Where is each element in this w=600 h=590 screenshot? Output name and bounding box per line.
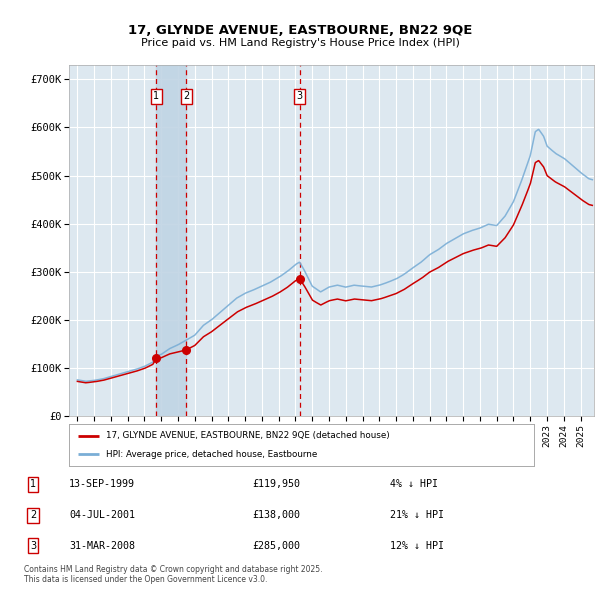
Text: 17, GLYNDE AVENUE, EASTBOURNE, BN22 9QE: 17, GLYNDE AVENUE, EASTBOURNE, BN22 9QE bbox=[128, 24, 472, 37]
Text: 13-SEP-1999: 13-SEP-1999 bbox=[69, 480, 135, 489]
Text: £285,000: £285,000 bbox=[252, 541, 300, 550]
Text: 1: 1 bbox=[30, 480, 36, 489]
Text: 4% ↓ HPI: 4% ↓ HPI bbox=[390, 480, 438, 489]
Text: £138,000: £138,000 bbox=[252, 510, 300, 520]
Text: Contains HM Land Registry data © Crown copyright and database right 2025.
This d: Contains HM Land Registry data © Crown c… bbox=[24, 565, 323, 584]
Text: HPI: Average price, detached house, Eastbourne: HPI: Average price, detached house, East… bbox=[106, 450, 317, 458]
Text: 1: 1 bbox=[153, 91, 160, 101]
Text: 2: 2 bbox=[30, 510, 36, 520]
Text: 31-MAR-2008: 31-MAR-2008 bbox=[69, 541, 135, 550]
Text: 3: 3 bbox=[30, 541, 36, 550]
Bar bbox=[157, 65, 187, 416]
Text: 17, GLYNDE AVENUE, EASTBOURNE, BN22 9QE (detached house): 17, GLYNDE AVENUE, EASTBOURNE, BN22 9QE … bbox=[106, 431, 390, 440]
Text: 2: 2 bbox=[184, 91, 190, 101]
Text: £119,950: £119,950 bbox=[252, 480, 300, 489]
Text: 04-JUL-2001: 04-JUL-2001 bbox=[69, 510, 135, 520]
Text: 3: 3 bbox=[296, 91, 302, 101]
Text: 12% ↓ HPI: 12% ↓ HPI bbox=[390, 541, 444, 550]
Text: Price paid vs. HM Land Registry's House Price Index (HPI): Price paid vs. HM Land Registry's House … bbox=[140, 38, 460, 48]
Text: 21% ↓ HPI: 21% ↓ HPI bbox=[390, 510, 444, 520]
